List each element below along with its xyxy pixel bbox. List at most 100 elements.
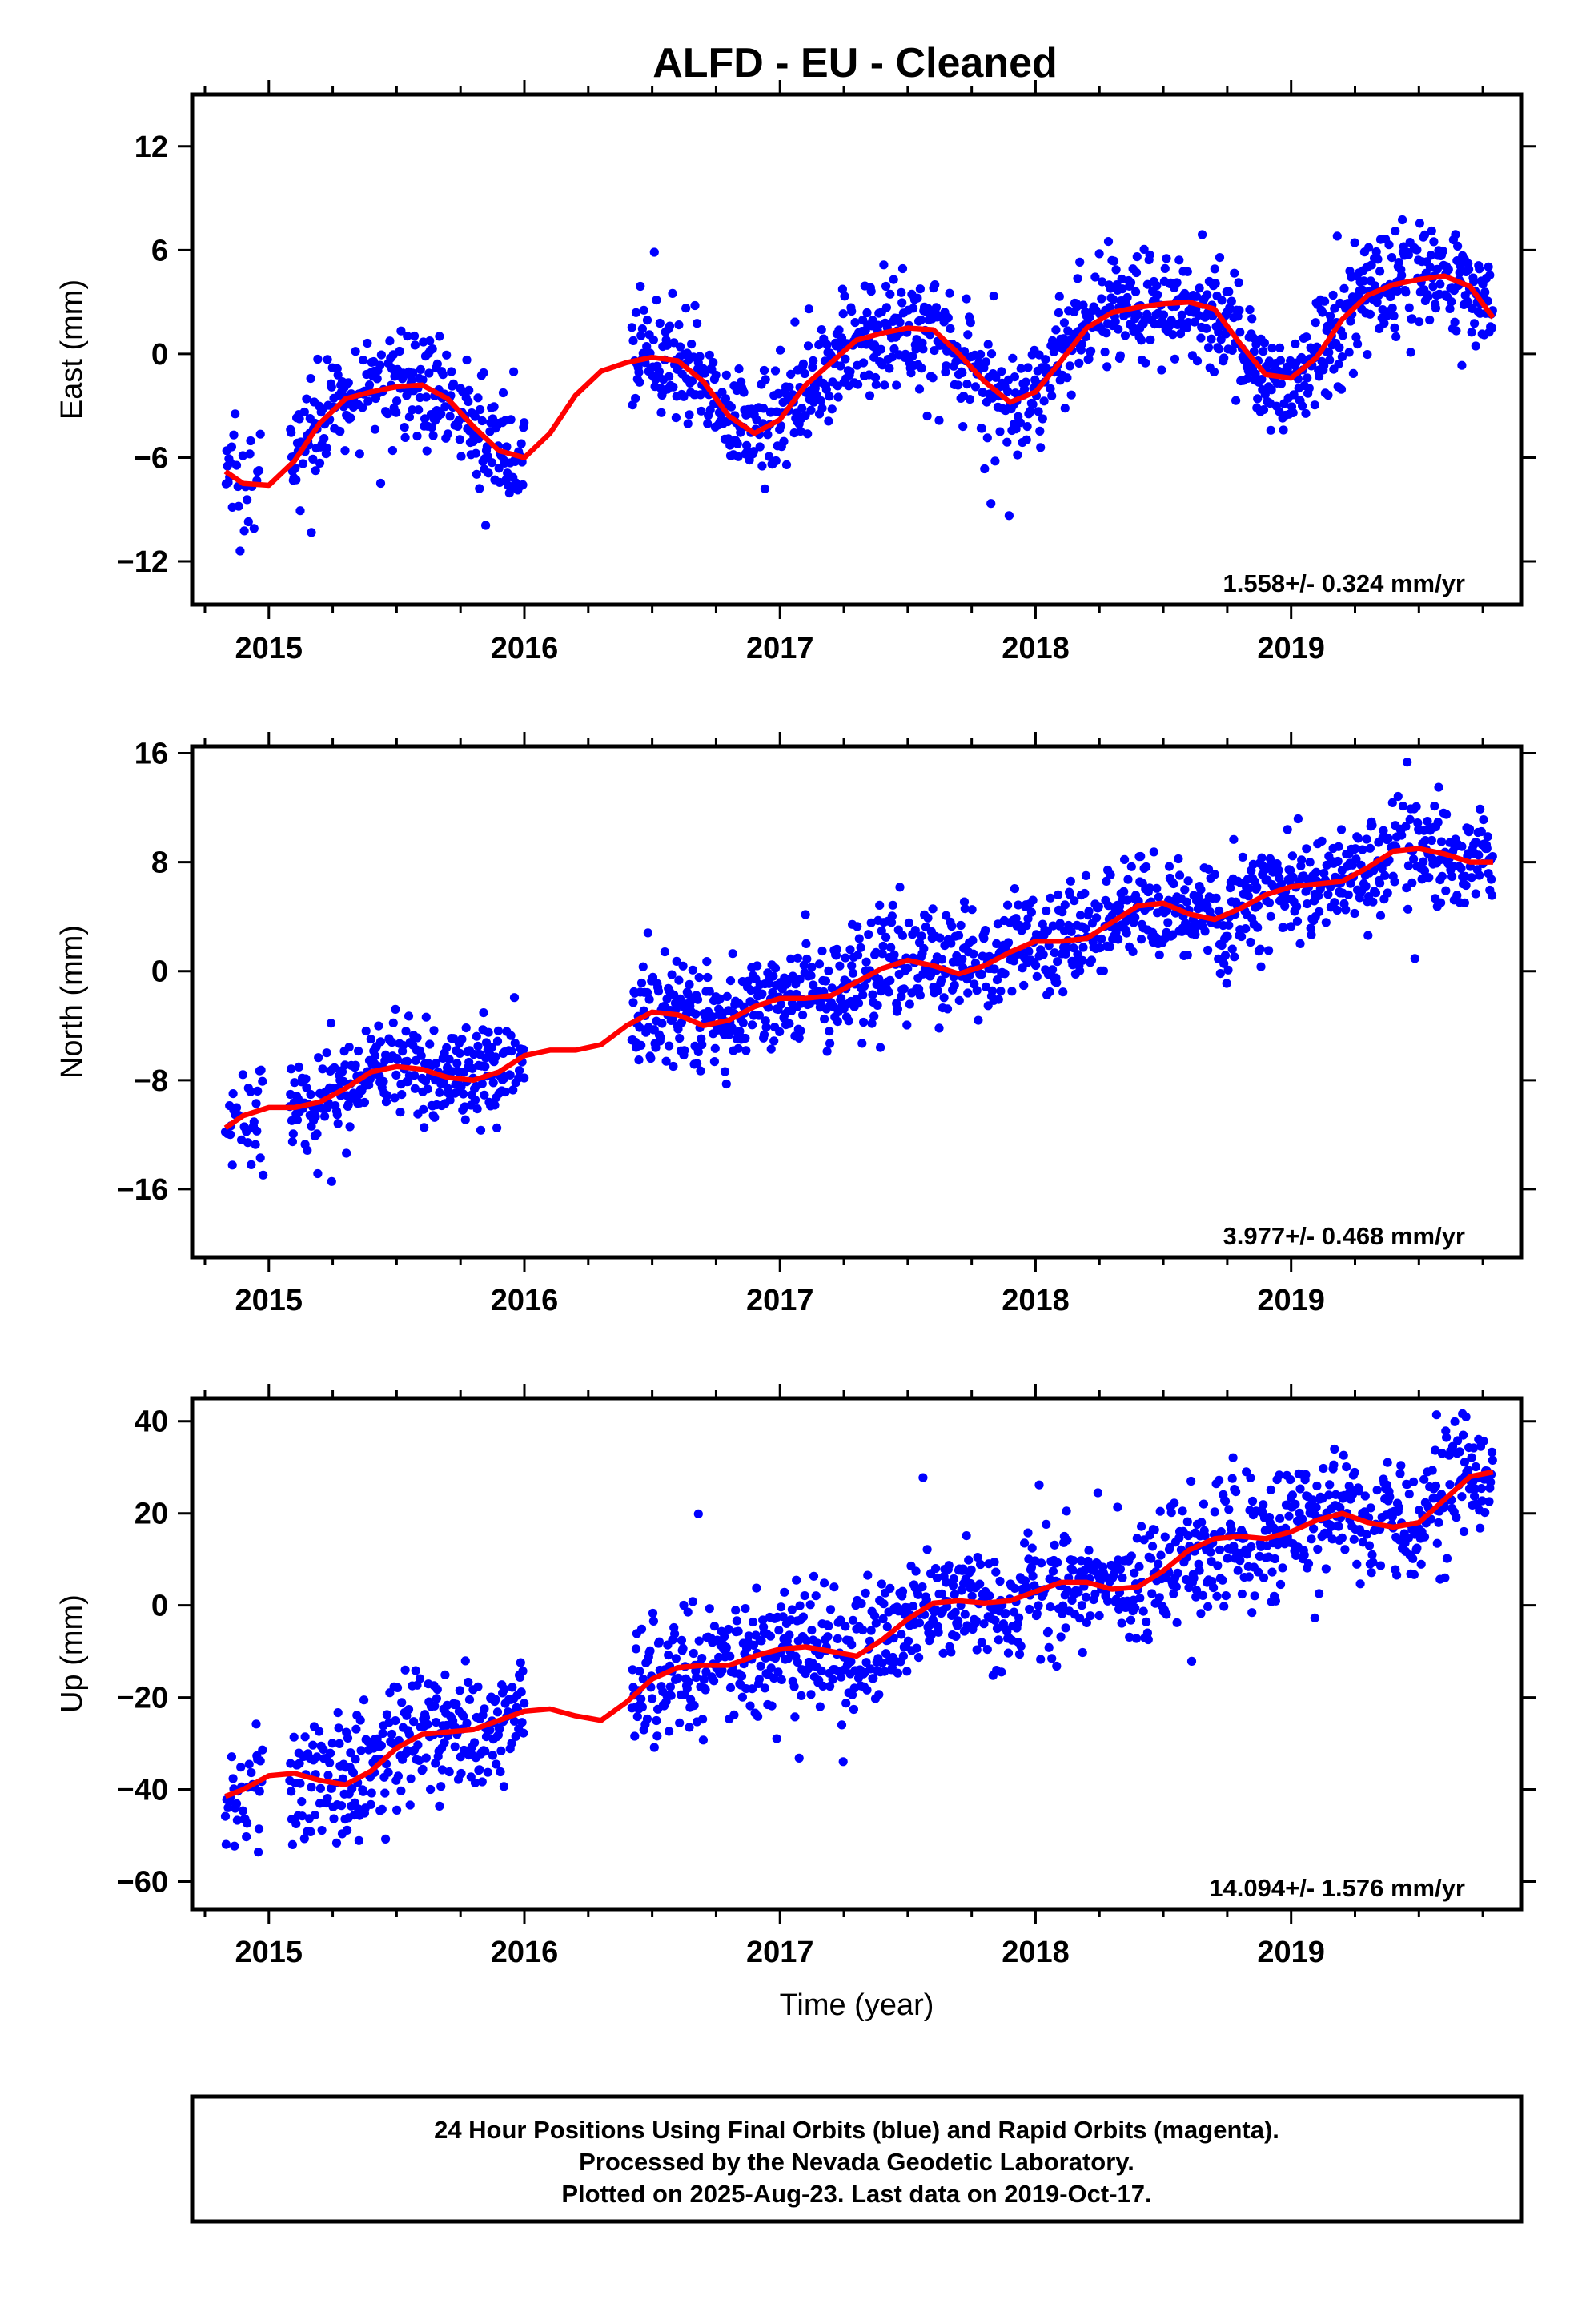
east-point-577	[827, 404, 837, 414]
north-point-143	[375, 1037, 386, 1047]
east-point-1233	[1325, 356, 1335, 365]
north-point-1283	[1379, 826, 1388, 835]
east-point-600	[845, 367, 855, 376]
east-point-1365	[1423, 292, 1433, 301]
up-point-31	[255, 1787, 264, 1796]
north-point-708	[928, 904, 938, 914]
north-point-308	[509, 993, 520, 1003]
east-point-634	[870, 372, 881, 383]
up-point-891	[1074, 1587, 1083, 1597]
up-point-686	[911, 1566, 921, 1576]
east-point-1421	[1467, 328, 1476, 337]
east-point-1381	[1435, 279, 1445, 289]
east-point-454	[733, 439, 742, 448]
north-point-633	[869, 1011, 879, 1021]
east-point-906	[1077, 340, 1086, 349]
east-point-1024	[1168, 330, 1178, 340]
east-point-656	[887, 352, 897, 362]
north-point-1222	[1332, 905, 1342, 915]
north-point-929	[1106, 870, 1115, 879]
east-point-334	[642, 316, 652, 325]
north-point-867	[1055, 919, 1065, 928]
north-point-1071	[1215, 969, 1225, 979]
east-point-1285	[1363, 350, 1372, 360]
north-point-227	[445, 1096, 455, 1105]
up-point-19	[242, 1832, 251, 1842]
up-point-1078	[1221, 1591, 1231, 1601]
up-point-1029	[1183, 1531, 1193, 1541]
up-point-624	[863, 1570, 873, 1580]
east-point-560	[814, 340, 824, 350]
east-point-1033	[1174, 255, 1184, 265]
east-point-942	[1105, 303, 1114, 312]
north-point-1247	[1351, 854, 1361, 864]
up-point-897	[1078, 1647, 1087, 1658]
east-point-26	[254, 466, 264, 476]
up-point-606	[849, 1704, 858, 1715]
east-y-tick-label: 0	[151, 338, 168, 372]
east-point-165	[400, 432, 410, 443]
east-point-662	[892, 380, 901, 390]
east-point-1322	[1391, 227, 1400, 236]
north-ticks	[178, 732, 1536, 1272]
up-point-166	[392, 1683, 403, 1692]
east-point-659	[889, 344, 899, 354]
up-point-559	[811, 1591, 821, 1601]
up-point-374	[665, 1727, 674, 1736]
east-point-542	[800, 368, 809, 379]
up-point-326	[519, 1728, 528, 1738]
north-point-1354	[1437, 871, 1447, 881]
north-point-1209	[1321, 918, 1331, 927]
up-point-962	[1130, 1603, 1140, 1613]
east-point-1259	[1344, 348, 1354, 357]
east-point-253	[471, 448, 481, 458]
up-point-1125	[1259, 1500, 1268, 1510]
up-point-1272	[1372, 1486, 1382, 1495]
east-point-1440	[1480, 287, 1490, 297]
north-point-1189	[1306, 923, 1315, 933]
up-point-1262	[1362, 1530, 1371, 1539]
north-point-839	[1032, 971, 1042, 981]
north-point-615	[853, 999, 864, 1008]
north-point-1172	[1292, 902, 1302, 911]
east-point-979	[1132, 252, 1142, 262]
north-point-864	[1054, 890, 1063, 899]
north-point-730	[946, 939, 956, 948]
north-point-80	[326, 1019, 336, 1028]
up-point-945	[1117, 1618, 1126, 1628]
north-point-1174	[1293, 814, 1303, 824]
up-point-68	[315, 1727, 324, 1736]
north-point-131	[366, 1035, 375, 1044]
north-point-1201	[1315, 907, 1324, 916]
north-point-1051	[1200, 927, 1210, 936]
north-point-642	[876, 1043, 885, 1052]
east-point-875	[1054, 292, 1064, 301]
east-point-539	[797, 404, 807, 413]
north-point-452	[728, 949, 737, 959]
up-point-62	[308, 1740, 318, 1750]
up-point-211	[431, 1759, 440, 1768]
east-point-645	[879, 260, 889, 270]
up-point-719	[938, 1648, 948, 1658]
north-point-158	[390, 1093, 400, 1103]
up-point-566	[817, 1666, 826, 1675]
east-point-292	[502, 442, 512, 452]
north-point-381	[674, 975, 684, 985]
north-point-65	[312, 1129, 322, 1139]
east-point-1250	[1336, 384, 1347, 394]
east-point-781	[982, 433, 992, 443]
up-point-234	[448, 1716, 458, 1726]
up-point-1047	[1196, 1609, 1206, 1618]
up-point-246	[456, 1768, 466, 1779]
north-point-353	[653, 987, 664, 996]
up-point-1386	[1461, 1412, 1471, 1421]
east-point-438	[721, 394, 731, 404]
north-point-1010	[1169, 879, 1178, 889]
up-point-1116	[1250, 1591, 1259, 1601]
east-point-417	[705, 350, 714, 360]
up-point-1212	[1324, 1490, 1334, 1500]
north-point-1410	[1483, 832, 1492, 842]
north-point-653	[884, 987, 893, 997]
east-point-857	[1041, 355, 1050, 364]
north-point-1188	[1305, 858, 1315, 867]
